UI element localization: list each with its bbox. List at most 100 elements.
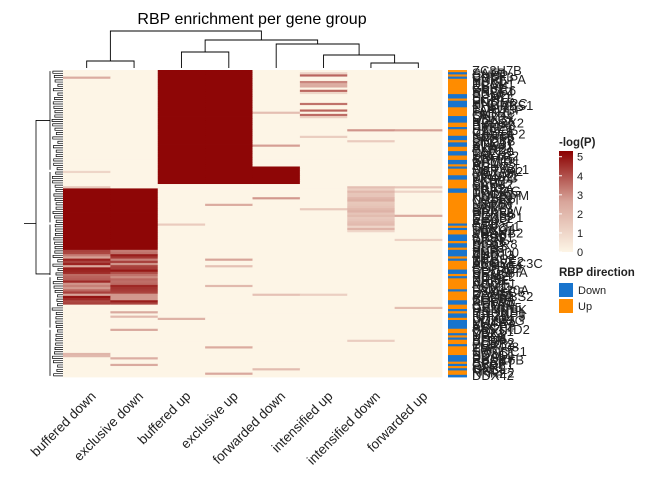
dendrogram-link [55, 338, 63, 342]
row-label: AUH [472, 157, 499, 172]
heatmap-cell [110, 166, 159, 170]
heatmap-cell [63, 87, 111, 91]
heatmap-cell [299, 201, 348, 205]
chart-title: RBP enrichment per gene group [137, 11, 366, 28]
heatmap-cell [252, 186, 301, 189]
direction-cell [448, 107, 467, 110]
heatmap-cell [299, 328, 348, 332]
heatmap-cell [347, 137, 396, 141]
row-label: ZC3H7B [472, 63, 522, 78]
heatmap-cell [252, 315, 301, 319]
heatmap-cell [110, 113, 159, 117]
heatmap-cell [205, 241, 253, 244]
heatmap-cell [63, 153, 111, 156]
heatmap-cell [63, 162, 111, 165]
heatmap-cell [394, 181, 443, 185]
dendrogram-link [54, 197, 63, 201]
heatmap-cell [110, 348, 159, 352]
heatmap-cell [394, 212, 443, 216]
heatmap-cell [252, 236, 301, 240]
heatmap-cell [252, 337, 301, 341]
heatmap-cell [299, 287, 348, 290]
dendrogram-link [57, 294, 63, 298]
heatmap-cell [394, 276, 443, 279]
heatmap-cell [347, 186, 396, 189]
heatmap-cell [205, 155, 253, 159]
dendrogram-link [57, 259, 63, 263]
heatmap-cell [394, 269, 443, 273]
heatmap-cell [299, 324, 348, 327]
heatmap-cell [63, 131, 111, 134]
row-label: NCBP2 [472, 252, 515, 267]
heatmap-cell [252, 122, 301, 126]
heatmap-cell [157, 262, 206, 266]
heatmap-cell [110, 293, 159, 297]
heatmap-cell [299, 91, 348, 95]
heatmap-cell [63, 234, 111, 238]
heatmap-cell [252, 247, 301, 251]
direction-cell [448, 131, 467, 134]
row-label: WDR43 [472, 171, 518, 186]
heatmap-cell [252, 232, 301, 235]
row-label: XPO5 [472, 228, 507, 243]
heatmap-cell [110, 78, 159, 82]
direction-cell [448, 291, 467, 295]
heatmap-cell [252, 162, 301, 165]
heatmap-cell [299, 289, 348, 292]
heatmap-cell [63, 278, 111, 281]
heatmap-cell [347, 238, 396, 242]
row-label: SRSF4 [472, 85, 514, 100]
heatmap-cell [394, 337, 443, 341]
heatmap-cell [157, 344, 206, 347]
heatmap-cell [252, 116, 301, 119]
dendrogram-link [53, 105, 63, 109]
heatmap-cell [347, 350, 396, 354]
row-label: PUM2 [472, 87, 508, 102]
heatmap-cell [252, 94, 301, 97]
heatmap-cell [63, 252, 111, 255]
dendrogram-link [53, 237, 63, 241]
heatmap-cell [63, 346, 111, 349]
direction-cell [448, 100, 467, 104]
heatmap-cell [299, 304, 348, 308]
dendrogram-link [55, 333, 63, 337]
heatmap-cell [110, 179, 159, 183]
heatmap-cell [299, 361, 348, 365]
heatmap-cell [63, 254, 111, 257]
row-label: GPKOW [472, 203, 523, 218]
row-label: SND1 [472, 135, 507, 150]
heatmap-cell [394, 205, 443, 209]
heatmap-cell [252, 282, 301, 286]
heatmap-cell [157, 107, 206, 110]
heatmap-cell [63, 359, 111, 363]
direction-cell [448, 339, 467, 343]
heatmap-cell [205, 311, 253, 314]
heatmap-cell [205, 113, 253, 117]
heatmap-cell [394, 278, 443, 281]
row-label: EXOSC5 [472, 285, 525, 300]
heatmap-cell [63, 341, 111, 345]
heatmap-cell [394, 366, 443, 369]
heatmap-cell [394, 91, 443, 95]
row-label: PABPC4 [472, 258, 522, 273]
direction-legend-label: Down [578, 285, 606, 297]
direction-cell [448, 363, 467, 367]
direction-cell [448, 175, 467, 178]
heatmap-cell [63, 70, 111, 73]
heatmap-cell [110, 370, 159, 374]
row-label: FXR2 [472, 142, 505, 157]
heatmap-cell [110, 291, 159, 295]
heatmap-cell [299, 74, 348, 77]
heatmap-cell [252, 306, 301, 310]
heatmap-cell [157, 225, 206, 229]
heatmap-cell [205, 146, 253, 150]
direction-cell [448, 361, 467, 365]
heatmap-cell [394, 300, 443, 303]
heatmap-cell [110, 137, 159, 141]
row-label: SAFB [472, 65, 506, 80]
heatmap-cell [252, 372, 301, 376]
heatmap-cell [157, 241, 206, 244]
heatmap-cell [157, 326, 206, 330]
heatmap-cell [252, 317, 301, 321]
heatmap-cell [252, 135, 301, 139]
